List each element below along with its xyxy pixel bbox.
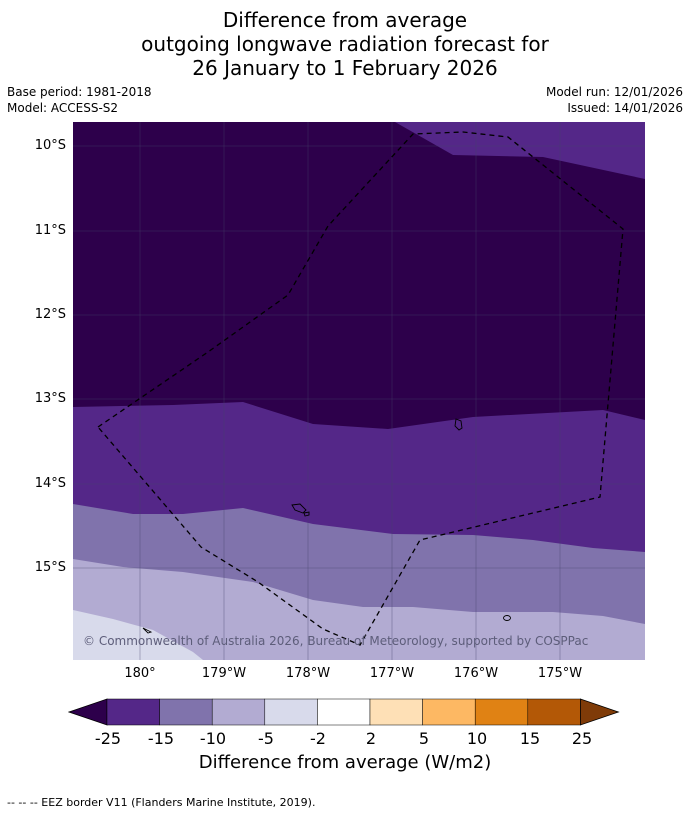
colorbar-extend-low: [68, 698, 108, 726]
eez-border: [97, 131, 624, 646]
colorbar-tick: -25: [94, 729, 122, 748]
colorbar-segment: [369, 698, 423, 726]
copyright-text: © Commonwealth of Australia 2026, Bureau…: [83, 634, 588, 648]
lon-label-178w: 178°W: [285, 666, 331, 681]
colorbar-segment: [527, 698, 581, 726]
colorbar-tick: -2: [310, 729, 326, 748]
lat-label-14s: 14°S: [34, 476, 66, 491]
base-period: Base period: 1981-2018: [7, 85, 152, 99]
colorbar-tick: -15: [147, 729, 175, 748]
colorbar-tick: 2: [365, 729, 377, 748]
eez-legend-note: -- -- -- EEZ border V11 (Flanders Marine…: [7, 796, 316, 809]
colorbar-extend-high: [580, 698, 620, 726]
colorbar-segment: [264, 698, 318, 726]
colorbar-segment: [474, 698, 529, 726]
lat-label-11s: 11°S: [34, 223, 66, 238]
colorbar-tick: 25: [571, 729, 593, 748]
lon-label-177w: 177°W: [369, 666, 415, 681]
colorbar-segment: [317, 698, 371, 726]
graticule: [73, 122, 645, 660]
lat-label-13s: 13°S: [34, 391, 66, 406]
colorbar-segment: [422, 698, 476, 726]
band-minus5-minus2: [73, 610, 203, 660]
colorbar-segments: [68, 698, 620, 726]
title-line-1: Difference from average: [222, 8, 468, 32]
colorbar-tick: -5: [258, 729, 274, 748]
lon-label-179w: 179°W: [201, 666, 247, 681]
chart-title: Difference from average outgoing longwav…: [0, 8, 690, 80]
meta-right: Model run: 12/01/2026 Issued: 14/01/2026: [546, 84, 683, 116]
colorbar-segment: [211, 698, 266, 726]
colorbar-tick: 10: [466, 729, 488, 748]
lon-label-176w: 176°W: [453, 666, 499, 681]
colorbar-tick: -10: [199, 729, 227, 748]
map-panel: © Commonwealth of Australia 2026, Bureau…: [73, 122, 645, 660]
lat-label-15s: 15°S: [34, 560, 66, 575]
lat-label-12s: 12°S: [34, 307, 66, 322]
lon-label-180: 180°: [124, 666, 156, 681]
model-name: Model: ACCESS-S2: [7, 101, 119, 115]
islands: [142, 418, 511, 634]
meta-left: Base period: 1981-2018 Model: ACCESS-S2: [7, 84, 152, 116]
model-run: Model run: 12/01/2026: [545, 85, 683, 99]
colorbar-segment: [159, 698, 213, 726]
lon-label-175w: 175°W: [537, 666, 583, 681]
colorbar-tick: 5: [418, 729, 430, 748]
band-minus10-minus5: [73, 559, 645, 660]
lat-label-10s: 10°S: [34, 138, 66, 153]
band-minus25-minus15-top: [395, 122, 645, 179]
colorbar-tick: 15: [519, 729, 541, 748]
colorbar-title: Difference from average (W/m2): [198, 752, 492, 773]
colorbar: [68, 698, 620, 726]
issued-date: Issued: 14/01/2026: [567, 101, 683, 115]
colorbar-segment: [106, 698, 160, 726]
title-line-2: outgoing longwave radiation forecast for: [141, 32, 549, 56]
title-line-3: 26 January to 1 February 2026: [192, 56, 498, 80]
